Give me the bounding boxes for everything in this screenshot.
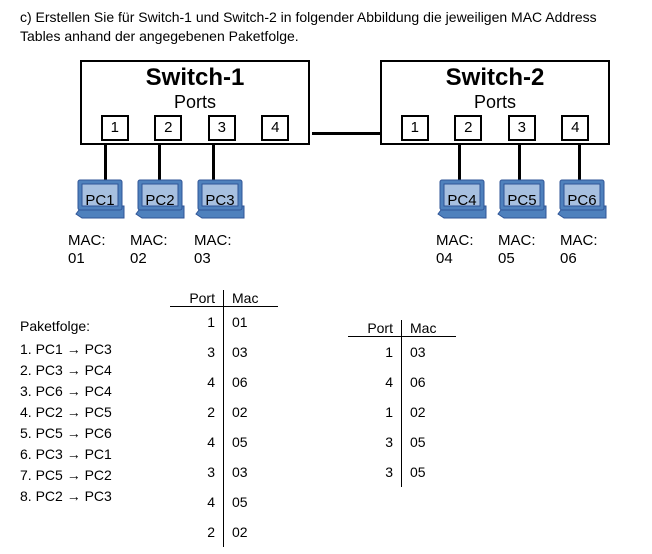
cell-port: 4 — [170, 427, 224, 457]
question-text: c) Erstellen Sie für Switch-1 und Switch… — [20, 8, 632, 46]
port-1: 1 — [101, 115, 129, 141]
pc-icon: PC4 — [434, 178, 490, 224]
table-row: 305 — [348, 457, 456, 487]
pc-icon: PC5 — [494, 178, 550, 224]
table-header-mac: Mac — [224, 290, 278, 306]
table-row: 102 — [348, 397, 456, 427]
pc-label: PC3 — [192, 192, 248, 209]
switch-title: Switch-1 — [82, 64, 308, 92]
port-3: 3 — [208, 115, 236, 141]
mac-label: MAC:05 — [498, 232, 536, 268]
cell-port: 2 — [170, 397, 224, 427]
table-header-mac: Mac — [402, 320, 456, 336]
mac-label: MAC:01 — [68, 232, 106, 268]
table-row: 202 — [170, 517, 278, 547]
table-row: 103 — [348, 337, 456, 367]
table-row: 305 — [348, 427, 456, 457]
mac-table-1: Port Mac 101303406202405303405202 — [170, 290, 278, 547]
table-header-port: Port — [170, 290, 224, 306]
cell-port: 1 — [348, 397, 402, 427]
lower-section: Paketfolge: 1. PC1 → PC32. PC3 → PC43. P… — [20, 290, 632, 547]
pc-label: PC6 — [554, 192, 610, 209]
cell-port: 3 — [170, 337, 224, 367]
port-1: 1 — [401, 115, 429, 141]
cell-port: 2 — [170, 517, 224, 547]
port-2: 2 — [454, 115, 482, 141]
cell-mac: 03 — [224, 344, 278, 360]
cell-mac: 02 — [224, 404, 278, 420]
pc-icon: PC3 — [192, 178, 248, 224]
paketfolge-item: 8. PC2 → PC3 — [20, 486, 170, 507]
switch-interconnect — [312, 132, 380, 135]
port-4: 4 — [261, 115, 289, 141]
table-row: 303 — [170, 337, 278, 367]
table-row: 405 — [170, 427, 278, 457]
pc-label: PC1 — [72, 192, 128, 209]
mac-label: MAC:04 — [436, 232, 474, 268]
cell-mac: 02 — [224, 524, 278, 540]
table-row: 202 — [170, 397, 278, 427]
cell-port: 1 — [170, 307, 224, 337]
cell-port: 4 — [348, 367, 402, 397]
cell-mac: 05 — [402, 434, 456, 450]
paketfolge-item: 3. PC6 → PC4 — [20, 381, 170, 402]
cell-port: 3 — [348, 457, 402, 487]
table-row: 406 — [170, 367, 278, 397]
switch-1: Switch-1Ports1234 — [80, 60, 310, 145]
paketfolge-title: Paketfolge: — [20, 316, 170, 337]
pc-icon: PC6 — [554, 178, 610, 224]
pc-label: PC2 — [132, 192, 188, 209]
cell-port: 1 — [348, 337, 402, 367]
ports-label: Ports — [382, 92, 608, 113]
cell-port: 3 — [348, 427, 402, 457]
switch-2: Switch-2Ports1234 — [380, 60, 610, 145]
paketfolge-item: 7. PC5 → PC2 — [20, 465, 170, 486]
cell-mac: 03 — [402, 344, 456, 360]
mac-tables: Port Mac 101303406202405303405202 Port M… — [170, 290, 456, 547]
table-header-port: Port — [348, 320, 402, 336]
mac-label: MAC:03 — [194, 232, 232, 268]
cell-mac: 03 — [224, 464, 278, 480]
cell-mac: 05 — [402, 464, 456, 480]
table-row: 303 — [170, 457, 278, 487]
paketfolge-item: 1. PC1 → PC3 — [20, 339, 170, 360]
port-4: 4 — [561, 115, 589, 141]
pc-label: PC4 — [434, 192, 490, 209]
port-2: 2 — [154, 115, 182, 141]
cell-port: 4 — [170, 367, 224, 397]
cell-port: 4 — [170, 487, 224, 517]
ports-label: Ports — [82, 92, 308, 113]
table-row: 406 — [348, 367, 456, 397]
switch-title: Switch-2 — [382, 64, 608, 92]
table-row: 101 — [170, 307, 278, 337]
network-diagram: Switch-1Ports1234Switch-2Ports1234 PC1MA… — [40, 60, 632, 290]
paketfolge-block: Paketfolge: 1. PC1 → PC32. PC3 → PC43. P… — [20, 316, 170, 507]
pc-icon: PC1 — [72, 178, 128, 224]
paketfolge-item: 6. PC3 → PC1 — [20, 444, 170, 465]
paketfolge-item: 2. PC3 → PC4 — [20, 360, 170, 381]
paketfolge-item: 5. PC5 → PC6 — [20, 423, 170, 444]
port-3: 3 — [508, 115, 536, 141]
table-row: 405 — [170, 487, 278, 517]
paketfolge-item: 4. PC2 → PC5 — [20, 402, 170, 423]
mac-label: MAC:06 — [560, 232, 598, 268]
pc-label: PC5 — [494, 192, 550, 209]
cell-mac: 05 — [224, 494, 278, 510]
cell-mac: 05 — [224, 434, 278, 450]
cell-mac: 02 — [402, 404, 456, 420]
cell-port: 3 — [170, 457, 224, 487]
cell-mac: 01 — [224, 314, 278, 330]
cell-mac: 06 — [224, 374, 278, 390]
mac-table-2: Port Mac 103406102305305 — [348, 320, 456, 547]
mac-label: MAC:02 — [130, 232, 168, 268]
cell-mac: 06 — [402, 374, 456, 390]
pc-icon: PC2 — [132, 178, 188, 224]
